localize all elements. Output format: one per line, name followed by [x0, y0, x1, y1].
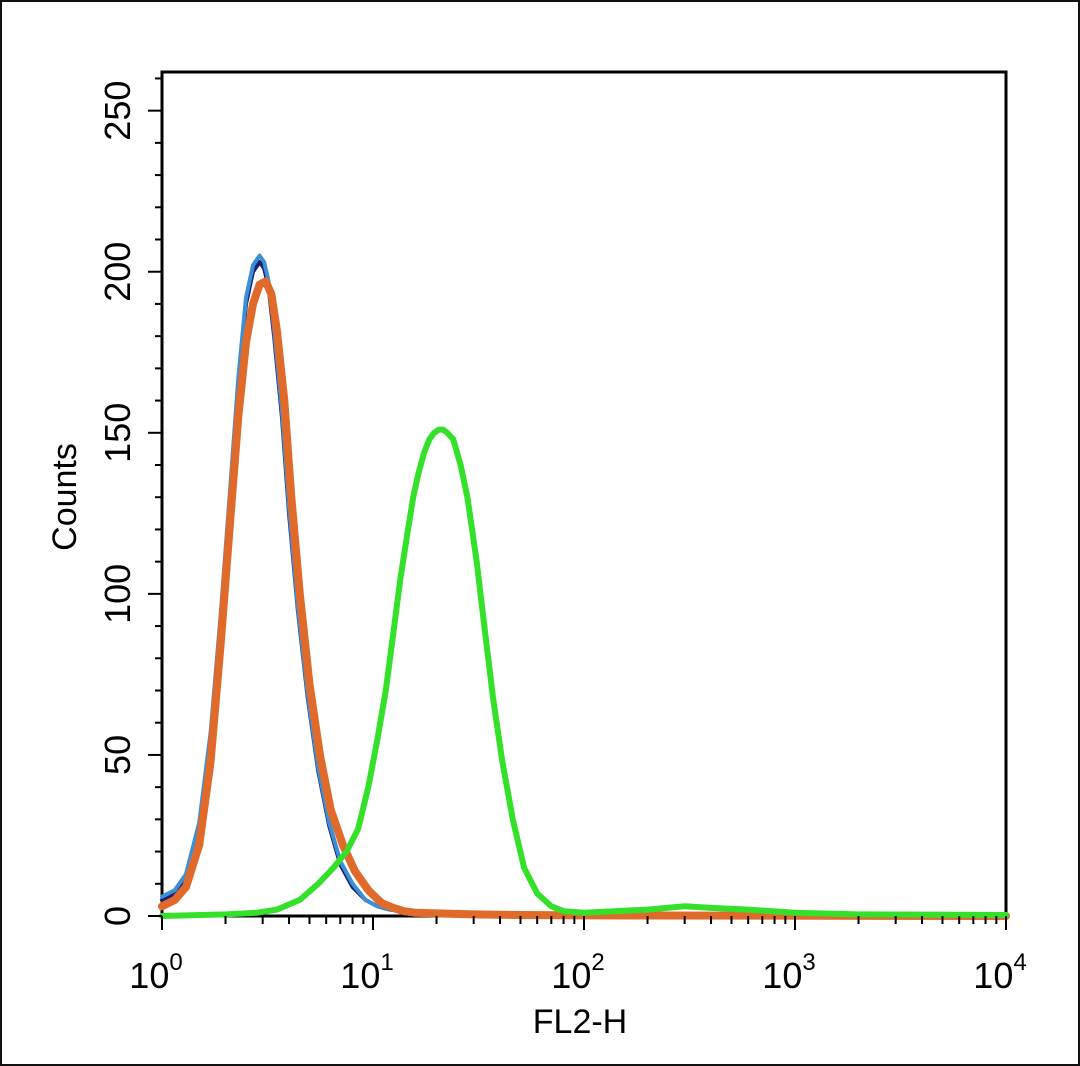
- x-tick-label: 102: [551, 949, 604, 996]
- y-tick-label: 0: [97, 906, 138, 926]
- y-axis-title: Counts: [46, 443, 84, 551]
- x-axis-title: FL2-H: [533, 1003, 627, 1041]
- x-tick-label: 103: [762, 949, 815, 996]
- y-tick-label: 200: [97, 242, 138, 302]
- histogram-series-3: [158, 277, 1010, 920]
- series-layer: [158, 253, 1010, 920]
- y-tick-label: 100: [97, 564, 138, 624]
- x-tick-label: 104: [973, 949, 1026, 996]
- y-axis: 0 50 100 150 200 250: [97, 77, 162, 926]
- y-tick-label: 150: [97, 403, 138, 463]
- y-tick-label: 50: [97, 735, 138, 775]
- x-axis: 100 101 102 103 104: [129, 916, 1027, 996]
- histogram-series-4: [159, 426, 1009, 919]
- plot-box: [160, 70, 1008, 918]
- x-tick-label: 100: [129, 949, 182, 996]
- y-tick-label: 250: [97, 81, 138, 141]
- x-tick-label: 101: [340, 949, 393, 996]
- plot-area: [160, 70, 1008, 918]
